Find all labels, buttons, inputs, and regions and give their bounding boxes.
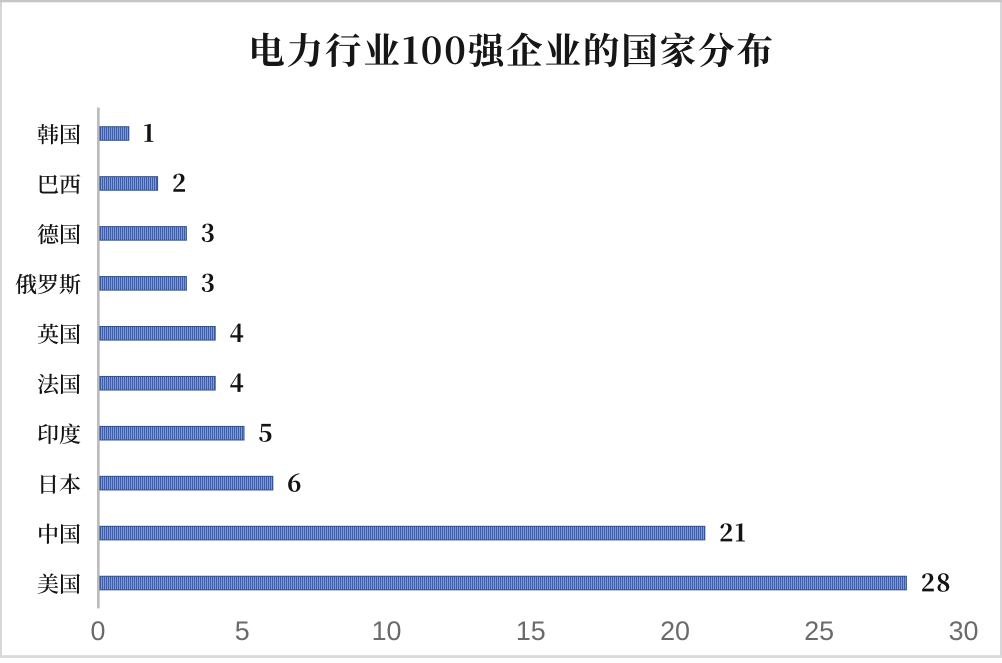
svg-text:15: 15 — [516, 616, 546, 646]
svg-text:0: 0 — [91, 616, 106, 646]
svg-text:10: 10 — [372, 616, 402, 646]
svg-text:20: 20 — [660, 616, 690, 646]
svg-text:5: 5 — [235, 616, 250, 646]
svg-text:25: 25 — [804, 616, 834, 646]
svg-text:30: 30 — [949, 616, 979, 646]
